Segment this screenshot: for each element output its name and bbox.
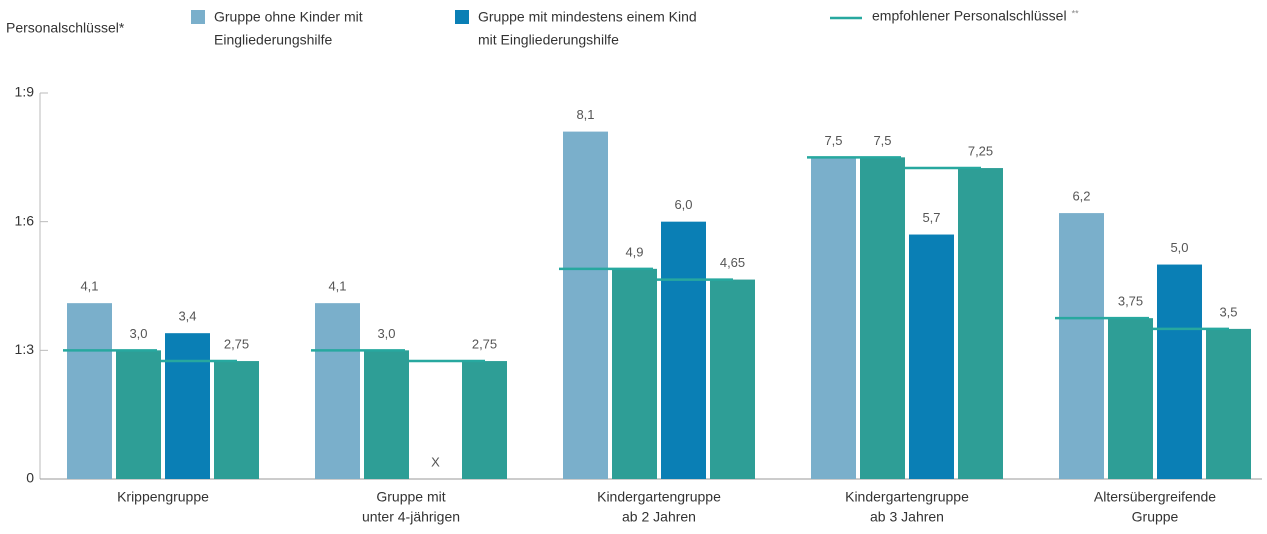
- bar: [909, 234, 954, 479]
- value-label: 6,2: [1072, 189, 1090, 204]
- bar: [860, 157, 905, 480]
- bar: [661, 221, 706, 479]
- legend-label: Eingliederungshilfe: [214, 32, 333, 48]
- bar: [214, 361, 259, 479]
- value-label: 7,5: [824, 133, 842, 148]
- value-label: 4,1: [80, 279, 98, 294]
- value-label: 8,1: [576, 107, 594, 122]
- bar: [67, 303, 112, 479]
- value-label: 2,75: [224, 336, 249, 351]
- value-label: 4,1: [328, 279, 346, 294]
- x-tick-label: Krippengruppe: [117, 489, 209, 505]
- legend-swatch: [455, 10, 469, 24]
- x-tick-label: Altersübergreifende: [1094, 489, 1216, 505]
- legend-label: mit Eingliederungshilfe: [478, 32, 619, 48]
- x-tick-label: ab 2 Jahren: [622, 509, 696, 525]
- bar: [364, 350, 409, 479]
- y-tick-label: 1:9: [15, 84, 35, 100]
- y-tick-label: 0: [26, 470, 34, 486]
- bar: [462, 361, 507, 479]
- value-label: 3,5: [1219, 304, 1237, 319]
- bar: [165, 333, 210, 479]
- bar: [563, 131, 608, 479]
- value-label: 3,4: [178, 309, 196, 324]
- bar: [1206, 328, 1251, 479]
- value-label: 3,0: [377, 326, 395, 341]
- bar: [710, 279, 755, 479]
- x-tick-label: ab 3 Jahren: [870, 509, 944, 525]
- bar: [315, 303, 360, 479]
- value-label: 4,9: [625, 244, 643, 259]
- bar: [1108, 318, 1153, 479]
- y-tick-label: 1:6: [15, 212, 35, 228]
- value-label: 3,0: [129, 326, 147, 341]
- bar: [1059, 213, 1104, 480]
- bar: [116, 350, 161, 479]
- value-label: 5,0: [1170, 240, 1188, 255]
- y-tick-label: 1:3: [15, 341, 35, 357]
- legend-swatch: [191, 10, 205, 24]
- x-tick-label: Gruppe mit: [376, 489, 445, 505]
- value-label: 7,25: [968, 143, 993, 158]
- legend-label: Gruppe ohne Kinder mit: [214, 9, 363, 25]
- value-label: 5,7: [922, 210, 940, 225]
- y-axis-label: Personalschlüssel*: [6, 20, 125, 36]
- bar: [1157, 264, 1202, 479]
- x-tick-label: Gruppe: [1132, 509, 1179, 525]
- bar: [612, 268, 657, 479]
- value-label: 2,75: [472, 336, 497, 351]
- x-tick-label: Kindergartengruppe: [597, 489, 721, 505]
- bar: [811, 157, 856, 480]
- legend-note: **: [1072, 8, 1080, 18]
- x-tick-label: Kindergartengruppe: [845, 489, 969, 505]
- value-label: 3,75: [1118, 294, 1143, 309]
- value-label: 4,65: [720, 255, 745, 270]
- value-label: 6,0: [674, 197, 692, 212]
- legend-label: Gruppe mit mindestens einem Kind: [478, 9, 697, 25]
- bar: [958, 168, 1003, 480]
- value-label: X: [431, 454, 440, 469]
- x-tick-label: unter 4-jährigen: [362, 509, 460, 525]
- value-label: 7,5: [873, 133, 891, 148]
- legend-label: empfohlener Personalschlüssel: [872, 8, 1067, 24]
